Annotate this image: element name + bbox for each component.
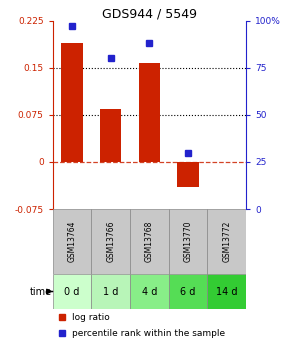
Bar xyxy=(139,63,160,162)
Bar xyxy=(207,209,246,274)
Text: 4 d: 4 d xyxy=(142,286,157,296)
Text: 1 d: 1 d xyxy=(103,286,118,296)
Text: GSM13766: GSM13766 xyxy=(106,221,115,262)
Text: GSM13770: GSM13770 xyxy=(184,221,193,262)
Bar xyxy=(100,109,121,162)
Text: GSM13768: GSM13768 xyxy=(145,221,154,262)
Bar xyxy=(130,274,169,309)
Text: GSM13764: GSM13764 xyxy=(68,221,76,262)
Text: 6 d: 6 d xyxy=(180,286,196,296)
Title: GDS944 / 5549: GDS944 / 5549 xyxy=(102,8,197,21)
Bar xyxy=(169,274,207,309)
Bar xyxy=(130,209,169,274)
Text: 0 d: 0 d xyxy=(64,286,80,296)
Bar xyxy=(53,274,91,309)
Bar xyxy=(53,209,91,274)
Bar xyxy=(207,274,246,309)
Text: percentile rank within the sample: percentile rank within the sample xyxy=(72,329,225,338)
Bar xyxy=(62,43,83,162)
Text: log ratio: log ratio xyxy=(72,313,110,322)
Bar xyxy=(169,209,207,274)
Text: GSM13772: GSM13772 xyxy=(222,221,231,262)
Bar xyxy=(91,209,130,274)
Bar xyxy=(91,274,130,309)
Text: time: time xyxy=(30,286,52,296)
Bar xyxy=(178,162,199,187)
Text: 14 d: 14 d xyxy=(216,286,238,296)
